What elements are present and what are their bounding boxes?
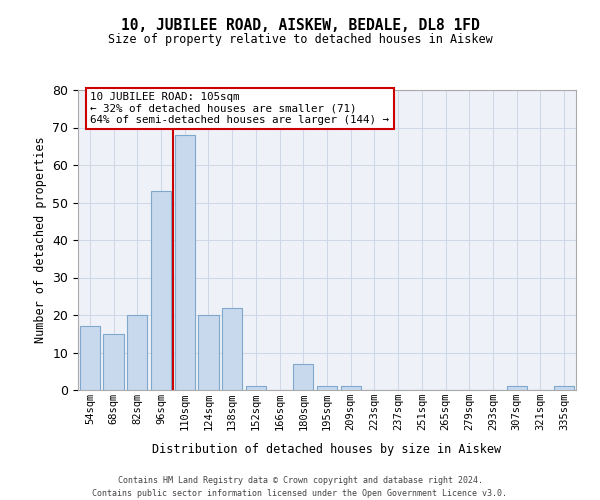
Bar [293,364,313,390]
Y-axis label: Number of detached properties: Number of detached properties [34,136,47,344]
Bar [246,386,266,390]
Text: Size of property relative to detached houses in Aiskew: Size of property relative to detached ho… [107,32,493,46]
Text: Contains HM Land Registry data © Crown copyright and database right 2024.
Contai: Contains HM Land Registry data © Crown c… [92,476,508,498]
Bar [222,308,242,390]
Bar [199,315,218,390]
Bar [103,334,124,390]
Text: Distribution of detached houses by size in Aiskew: Distribution of detached houses by size … [152,442,502,456]
Bar [127,315,148,390]
Bar [317,386,337,390]
Text: 10 JUBILEE ROAD: 105sqm
← 32% of detached houses are smaller (71)
64% of semi-de: 10 JUBILEE ROAD: 105sqm ← 32% of detache… [90,92,389,125]
Bar [341,386,361,390]
Bar [554,386,574,390]
Bar [80,326,100,390]
Text: 10, JUBILEE ROAD, AISKEW, BEDALE, DL8 1FD: 10, JUBILEE ROAD, AISKEW, BEDALE, DL8 1F… [121,18,479,32]
Bar [506,386,527,390]
Bar [151,191,171,390]
Bar [175,135,195,390]
